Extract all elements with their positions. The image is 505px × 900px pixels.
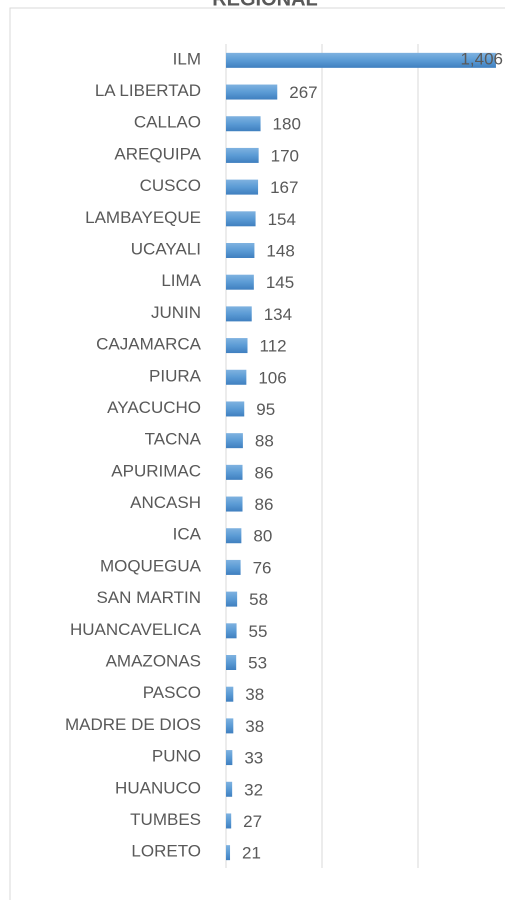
y-tick-label: CUSCO [140, 176, 201, 195]
y-tick-label: MADRE DE DIOS [65, 715, 201, 734]
data-label: 170 [271, 146, 299, 165]
data-label: 80 [253, 527, 272, 546]
bar [226, 338, 248, 354]
y-tick-label: LORETO [131, 842, 201, 861]
bar [226, 243, 255, 258]
y-tick-label: LIMA [161, 271, 201, 290]
data-label: 134 [264, 305, 292, 324]
y-tick-label: AREQUIPA [114, 144, 201, 163]
data-label: 33 [244, 749, 263, 768]
y-tick-label: PUNO [152, 747, 201, 766]
y-tick-label: TUMBES [130, 810, 201, 829]
data-label: 76 [253, 558, 272, 577]
bar [226, 528, 242, 544]
data-label: 88 [255, 432, 274, 451]
chart-frame [9, 7, 505, 900]
bar [226, 496, 243, 512]
data-label: 55 [249, 622, 268, 641]
y-tick-label: MOQUEGUA [100, 556, 202, 575]
y-tick-label: AYACUCHO [107, 398, 201, 417]
data-label: 180 [273, 115, 301, 134]
data-label: 148 [266, 241, 294, 260]
data-label: 95 [256, 400, 275, 419]
bar [226, 211, 256, 227]
bar [226, 559, 241, 575]
y-tick-label: CALLAO [134, 113, 201, 132]
bar [226, 655, 237, 670]
data-label: 53 [248, 653, 267, 672]
data-label: 58 [249, 590, 268, 609]
data-label: 86 [255, 463, 274, 482]
bar [226, 52, 496, 68]
bar [226, 274, 254, 290]
y-tick-label: APURIMAC [111, 461, 201, 480]
data-label: 145 [266, 273, 294, 292]
bar [226, 591, 238, 607]
y-tick-label: ANCASH [130, 493, 201, 512]
bar [226, 750, 233, 766]
bar [226, 781, 233, 797]
data-label: 1,406 [460, 49, 503, 68]
bar [226, 433, 243, 449]
y-tick-label: AMAZONAS [106, 651, 201, 670]
y-tick-label: HUANCAVELICA [70, 620, 202, 639]
y-tick-label: LA LIBERTAD [95, 81, 201, 100]
bar [226, 116, 261, 132]
bar [226, 84, 278, 100]
bar [226, 623, 237, 639]
data-label: 86 [255, 495, 274, 514]
bar [226, 464, 243, 480]
y-tick-label: PIURA [149, 366, 202, 385]
y-tick-label: TACNA [145, 430, 202, 449]
y-tick-label: ILM [173, 49, 201, 68]
data-label: 167 [270, 178, 298, 197]
y-tick-label: HUANUCO [115, 778, 201, 797]
bar [226, 306, 252, 322]
data-label: 32 [244, 780, 263, 799]
y-tick-label: PASCO [143, 683, 201, 702]
data-label: 21 [242, 844, 261, 863]
bar [226, 718, 234, 734]
data-label: 106 [258, 368, 286, 387]
bar [226, 147, 259, 163]
bar [226, 179, 259, 195]
data-label: 38 [245, 685, 264, 704]
y-tick-label: SAN MARTIN [96, 588, 201, 607]
y-tick-label: ICA [173, 525, 202, 544]
bar [226, 845, 231, 861]
y-tick-label: LAMBAYEQUE [85, 208, 201, 227]
y-tick-label: CAJAMARCA [96, 335, 202, 354]
bar [226, 369, 247, 385]
bar [226, 686, 234, 702]
bar [226, 813, 232, 829]
data-label: 27 [243, 812, 262, 831]
bar [226, 401, 245, 417]
data-label: 154 [268, 210, 296, 229]
data-label: 112 [260, 337, 287, 356]
y-tick-label: JUNIN [151, 303, 201, 322]
data-label: 38 [245, 717, 264, 736]
y-tick-label: UCAYALI [131, 239, 201, 258]
data-label: 267 [289, 83, 317, 102]
chart-title: REGIONAL [212, 0, 318, 10]
